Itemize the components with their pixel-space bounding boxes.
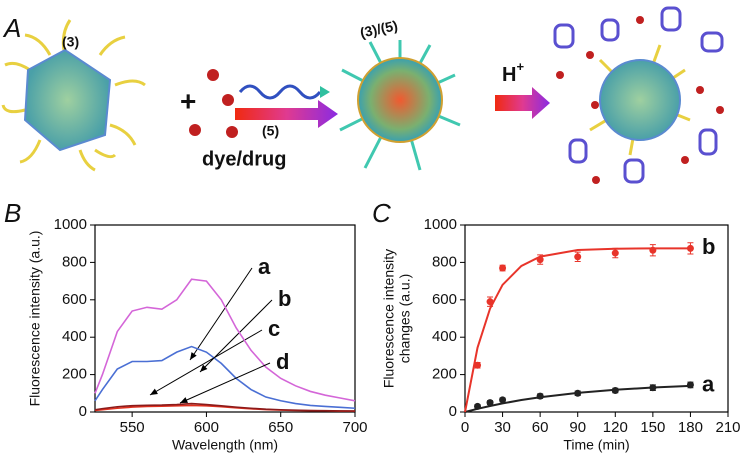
series-label: c [268, 316, 280, 341]
y-tick-label: 600 [62, 291, 87, 308]
x-tick-label: 60 [532, 419, 549, 436]
x-axis-label: Time (min) [563, 437, 629, 453]
annotation-arrow [189, 267, 253, 361]
panel-label: C [372, 198, 391, 228]
y-tick-label: 800 [62, 253, 87, 270]
panel-label: A [2, 13, 21, 43]
schematic: A (3) + dye/drug (5) (3)/(5) H+ [1, 6, 724, 184]
x-axis-label: Wavelength (nm) [172, 437, 278, 453]
plot-frame [94, 224, 356, 413]
arrow [495, 87, 550, 119]
data-point [574, 389, 582, 397]
particle-3-5 [339, 40, 461, 171]
fit-line [464, 384, 691, 413]
x-tick-label: 650 [268, 419, 293, 436]
fit-line [464, 247, 691, 413]
x-tick-label: 550 [120, 419, 145, 436]
data-point [574, 253, 582, 261]
dye-dots [189, 69, 238, 138]
data-point [536, 392, 544, 400]
y-tick-label: 200 [62, 366, 87, 383]
annotation-arrow [179, 362, 271, 404]
x-tick-label: 180 [678, 419, 703, 436]
data-point [474, 361, 482, 369]
x-tick-label: 0 [461, 419, 469, 436]
x-tick-label: 210 [715, 419, 740, 436]
plus: + [180, 85, 196, 116]
y-tick-label: 0 [449, 403, 457, 420]
arrow [235, 100, 338, 128]
x-tick-label: 30 [494, 419, 511, 436]
particle-label: (3) [62, 34, 79, 50]
spectrum-line [94, 402, 356, 412]
y-tick-label: 1000 [54, 216, 87, 233]
series-label: d [276, 349, 289, 374]
y-tick-label: 0 [79, 403, 87, 420]
y-axis-label: changes (a.u.) [397, 274, 413, 364]
x-tick-label: 600 [194, 419, 219, 436]
arrowhead [150, 388, 158, 395]
data-point [686, 381, 694, 389]
data-point [649, 246, 657, 254]
y-tick-label: 1000 [424, 216, 457, 233]
data-point [649, 384, 657, 392]
strand-label: (5) [262, 123, 279, 139]
data-point [686, 244, 694, 252]
series-label: a [258, 254, 271, 279]
particle-released [553, 6, 724, 184]
cargo-label: dye/drug [202, 148, 286, 170]
trigger-label: H+ [502, 59, 524, 86]
y-tick-label: 400 [432, 328, 457, 345]
annotation-arrow [199, 299, 273, 373]
arrowhead [190, 352, 197, 360]
y-axis-label: Fluorescence intensity [381, 249, 397, 388]
y-tick-label: 600 [432, 291, 457, 308]
arrowhead [200, 364, 208, 372]
data-point [486, 399, 494, 407]
data-point [499, 396, 507, 404]
data-point [611, 386, 619, 394]
x-tick-label: 150 [640, 419, 665, 436]
particle-label: (3)/(5) [359, 17, 400, 41]
particle-3 [1, 19, 146, 172]
series-label: b [702, 234, 715, 259]
strand-5 [238, 84, 322, 100]
plot-frame [464, 224, 729, 413]
panel-label: B [4, 198, 21, 228]
series-label: a [702, 372, 715, 397]
annotation-arrow [149, 329, 263, 396]
data-point [474, 402, 482, 410]
spectrum-line [94, 278, 356, 402]
spectrum-line [94, 345, 356, 410]
strand-tip [320, 86, 330, 98]
x-tick-label: 120 [603, 419, 628, 436]
data-point [486, 298, 494, 306]
y-axis-label: Fluorescence intensity (a.u.) [27, 231, 43, 407]
y-tick-label: 800 [432, 253, 457, 270]
y-tick-label: 400 [62, 328, 87, 345]
data-point [499, 264, 507, 272]
series-label: b [278, 286, 291, 311]
data-point [536, 256, 544, 264]
x-tick-label: 90 [569, 419, 586, 436]
x-tick-label: 700 [342, 419, 367, 436]
data-point [611, 249, 619, 257]
arrowhead [180, 397, 188, 403]
trigger-base: H [502, 64, 516, 86]
y-tick-label: 200 [432, 366, 457, 383]
trigger-sup: + [516, 59, 524, 74]
